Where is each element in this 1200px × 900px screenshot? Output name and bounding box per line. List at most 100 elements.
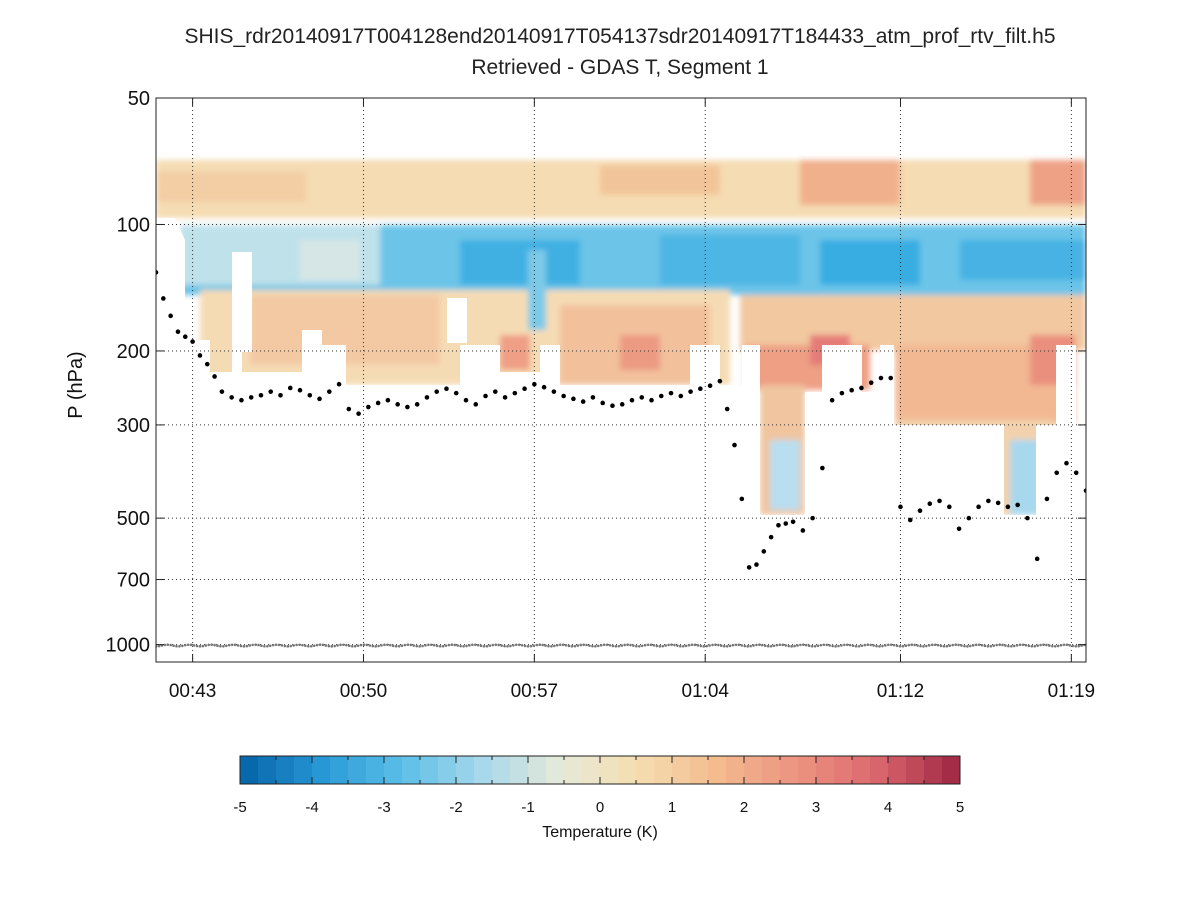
surface-point xyxy=(181,644,184,648)
surface-point xyxy=(655,644,659,648)
cloud-top-point xyxy=(776,522,781,528)
cloud-top-point xyxy=(927,501,933,507)
x-tick-label: 01:19 xyxy=(1048,681,1096,702)
surface-point xyxy=(438,644,442,648)
cloud-top-point xyxy=(444,386,449,392)
surface-point xyxy=(1051,644,1054,648)
surface-point xyxy=(690,643,694,647)
surface-point xyxy=(617,644,621,648)
surface-point xyxy=(397,644,401,648)
x-tick-label: 01:12 xyxy=(877,681,925,702)
surface-point xyxy=(506,645,509,648)
surface-point xyxy=(922,645,925,648)
surface-point xyxy=(851,644,855,648)
surface-point xyxy=(942,644,946,648)
cloud-top-point xyxy=(307,392,313,398)
colorbar-cell xyxy=(906,756,925,784)
surface-point xyxy=(910,643,914,647)
surface-point xyxy=(183,643,187,647)
surface-point xyxy=(564,643,568,647)
cloud-top-point xyxy=(859,385,864,391)
surface-point xyxy=(611,644,615,648)
surface-markers xyxy=(156,643,1086,648)
surface-point xyxy=(318,643,322,647)
surface-point xyxy=(667,643,670,647)
surface-point xyxy=(309,644,313,648)
surface-point xyxy=(758,643,761,647)
cloud-top-point xyxy=(1015,502,1020,508)
surface-point xyxy=(517,643,521,647)
cloud-top-point xyxy=(717,378,723,384)
cloud-top-point xyxy=(768,534,774,540)
surface-point xyxy=(394,644,398,648)
surface-point xyxy=(286,645,290,648)
surface-point xyxy=(1039,643,1042,647)
cloud-top-point xyxy=(182,334,188,340)
y-tick-label: 200 xyxy=(117,341,150,363)
surface-point xyxy=(825,643,829,647)
surface-point xyxy=(553,644,556,648)
surface-point xyxy=(389,643,392,647)
surface-point xyxy=(494,643,498,647)
cloud-top-point xyxy=(907,517,913,523)
surface-point xyxy=(772,644,776,648)
surface-point xyxy=(450,643,454,647)
surface-point xyxy=(728,644,732,648)
surface-point xyxy=(588,644,591,647)
surface-point xyxy=(930,643,934,647)
colorbar-cell xyxy=(942,756,961,784)
cloud-top-point xyxy=(707,383,713,389)
colorbar-cell xyxy=(816,756,835,784)
surface-point xyxy=(224,644,228,648)
surface-point xyxy=(980,643,984,647)
surface-point xyxy=(432,643,436,647)
cloud-top-point xyxy=(375,400,381,406)
y-tick-label: 300 xyxy=(117,415,150,437)
surface-point xyxy=(705,644,708,648)
cloud-top-point xyxy=(197,353,203,358)
surface-point xyxy=(195,644,199,648)
cloud-top-markers xyxy=(156,270,1086,570)
cloud-top-point xyxy=(268,389,274,394)
surface-point xyxy=(831,644,834,648)
surface-point xyxy=(889,643,893,647)
surface-point xyxy=(222,644,225,648)
surface-point xyxy=(315,643,319,647)
colorbar-cell xyxy=(528,756,547,784)
surface-point xyxy=(720,644,723,648)
surface-point xyxy=(746,645,749,648)
surface-point xyxy=(277,643,281,647)
colorbar-cell xyxy=(294,756,313,784)
surface-point xyxy=(679,644,682,648)
surface-point xyxy=(403,643,407,647)
cloud-top-point xyxy=(1083,488,1086,493)
colorbar-tick-label: 1 xyxy=(668,799,676,816)
cloud-top-point xyxy=(956,526,962,532)
surface-point xyxy=(854,644,858,648)
surface-point xyxy=(186,643,190,647)
x-tick-label: 00:50 xyxy=(340,681,388,702)
surface-point xyxy=(620,644,624,647)
surface-point xyxy=(810,644,814,648)
surface-point xyxy=(409,643,413,647)
surface-point xyxy=(324,644,328,647)
surface-point xyxy=(538,643,542,647)
chart-title: SHIS_rdr20140917T004128end20140917T05413… xyxy=(184,25,1055,48)
surface-point xyxy=(292,644,295,647)
surface-point xyxy=(336,644,339,647)
cloud-top-point xyxy=(810,515,815,521)
surface-point xyxy=(901,644,905,648)
cloud-top-point xyxy=(668,390,674,396)
surface-point xyxy=(971,644,975,647)
surface-point xyxy=(579,643,583,647)
surface-point xyxy=(787,644,790,648)
cloud-top-point xyxy=(212,374,217,379)
cloud-top-point xyxy=(820,465,825,471)
surface-point xyxy=(1036,644,1039,647)
cloud-top-point xyxy=(754,562,759,567)
surface-point xyxy=(951,643,955,647)
surface-point xyxy=(845,643,849,647)
surface-point xyxy=(304,644,307,648)
surface-point xyxy=(570,645,574,648)
surface-point xyxy=(444,644,448,647)
